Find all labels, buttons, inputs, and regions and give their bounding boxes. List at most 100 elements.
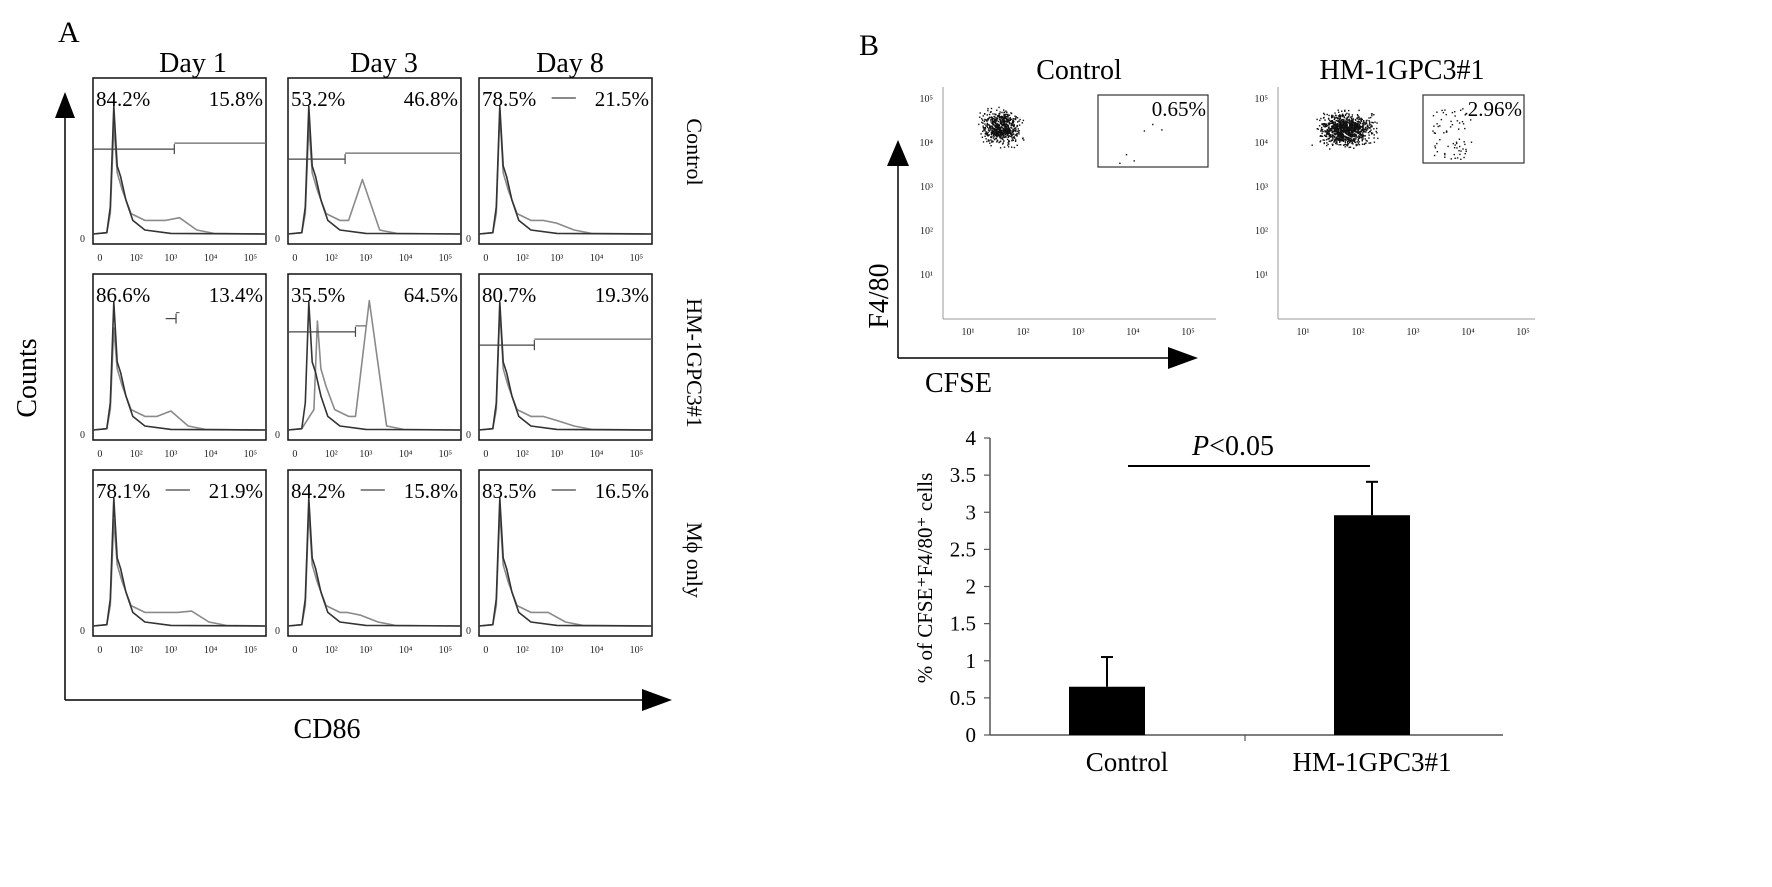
scatter-gate-dot	[1465, 150, 1467, 153]
scatter-event-dot	[996, 139, 999, 141]
scatter-event-dot	[1333, 118, 1335, 121]
scatter-event-dot	[1012, 131, 1014, 133]
scatter-event-dot	[1336, 123, 1338, 125]
scatter-event-dot	[1358, 124, 1360, 127]
histogram-cell-r0-c2: 78.5% 21.5% 0 0 10² 10³ 10⁴ 10⁵	[466, 77, 653, 264]
scatter-event-dot	[1017, 121, 1019, 123]
histogram-grid: 84.2% 15.8% 0 0 10² 10³ 10⁴ 10⁵ 53.2% 46.8% 0 0 10² 1…	[80, 77, 653, 656]
scatter-event-dot	[1328, 124, 1330, 126]
scatter-event-dot	[1328, 114, 1330, 117]
x-tick-label: 10⁴	[204, 645, 218, 656]
scatter-gate-dot	[1152, 123, 1154, 126]
scatter-event-dot	[1338, 136, 1340, 138]
scatter-event-dot	[1005, 121, 1007, 123]
scatter-event-dot	[988, 117, 990, 119]
scatter-event-dot	[987, 108, 989, 110]
scatter-event-dot	[991, 121, 994, 123]
scatter-event-dot	[1017, 130, 1019, 132]
scatter-event-dot	[1333, 116, 1335, 118]
scatter-y-tick: 10¹	[920, 270, 933, 281]
x-tick-label: 10²	[325, 253, 338, 264]
scatter-event-dot	[1326, 144, 1328, 147]
scatter-event-dot	[1337, 125, 1339, 128]
scatter-event-dot	[1353, 147, 1355, 149]
scatter-event-dot	[1355, 128, 1357, 130]
x-tick-label: 10²	[516, 645, 529, 656]
scatter-event-dot	[1361, 129, 1364, 132]
scatter-event-dot	[1333, 127, 1335, 129]
scatter-event-dot	[1343, 126, 1346, 128]
scatter-event-dot	[1005, 136, 1007, 138]
scatter-event-dot	[1336, 140, 1338, 142]
scatter-event-dot	[1348, 109, 1350, 112]
scatter-event-dot	[1352, 129, 1355, 132]
scatter-event-dot	[1323, 125, 1325, 128]
scatter-event-dot	[1353, 124, 1356, 126]
scatter-gate-dot	[1464, 143, 1466, 146]
histogram-cell-r0-c0: 84.2% 15.8% 0 0 10² 10³ 10⁴ 10⁵	[80, 77, 267, 264]
scatter-event-dot	[1353, 128, 1355, 130]
scatter-event-dot	[1345, 129, 1348, 131]
scatter-event-dot	[1008, 135, 1011, 137]
scatter-gate-dot	[1454, 115, 1456, 117]
scatter-event-dot	[1373, 128, 1375, 130]
scatter-plot-0: 0.65% 10⁵ 10⁴ 10³ 10² 10¹ 10¹ 10² 10³ 10⁴ 10⁵	[920, 87, 1216, 338]
scatter-event-dot	[1354, 126, 1357, 128]
scatter-event-dot	[1018, 131, 1020, 134]
scatter-event-dot	[1343, 120, 1345, 122]
scatter-event-dot	[1362, 132, 1364, 134]
scatter-event-dot	[1013, 146, 1016, 149]
scatter-event-dot	[1015, 117, 1017, 119]
scatter-event-dot	[1352, 135, 1354, 137]
scatter-event-dot	[984, 130, 986, 132]
scatter-event-dot	[1362, 138, 1364, 140]
scatter-event-dot	[1320, 128, 1323, 130]
scatter-gate-dot	[1439, 125, 1441, 127]
scatter-event-dot	[1371, 125, 1373, 127]
scatter-event-dot	[1332, 144, 1334, 146]
scatter-event-dot	[1358, 128, 1360, 130]
scatter-event-dot	[1357, 142, 1360, 144]
scatter-event-dot	[1363, 128, 1365, 130]
scatter-event-dot	[1002, 118, 1004, 120]
scatter-event-dot	[1327, 132, 1329, 135]
scatter-gate-dot	[1437, 125, 1439, 128]
scatter-event-dot	[1010, 135, 1012, 138]
scatter-event-dot	[1326, 125, 1328, 127]
scatter-event-dot	[1007, 129, 1010, 131]
scatter-gate-dot	[1440, 118, 1443, 121]
x-tick-label: 10³	[359, 253, 372, 264]
scatter-event-dot	[1343, 139, 1345, 141]
scatter-event-dot	[1337, 139, 1339, 141]
scatter-event-dot	[992, 141, 994, 143]
scatter-event-dot	[1358, 137, 1361, 139]
scatter-event-dot	[1342, 114, 1344, 117]
scatter-event-dot	[1362, 134, 1364, 136]
scatter-event-dot	[1343, 144, 1346, 146]
scatter-event-dot	[1334, 112, 1336, 114]
scatter-event-dot	[1370, 124, 1372, 126]
histogram-frame	[478, 77, 653, 245]
scatter-event-dot	[1342, 130, 1344, 133]
scatter-title-hm1gpc3: HM-1GPC3#1	[1320, 55, 1485, 86]
scatter-event-dot	[1001, 143, 1004, 145]
scatter-event-dot	[1335, 130, 1337, 132]
scatter-event-dot	[1351, 142, 1353, 145]
scatter-event-dot	[1359, 136, 1362, 138]
scatter-event-dot	[986, 114, 988, 116]
scatter-event-dot	[997, 126, 1000, 128]
scatter-event-dot	[1319, 135, 1321, 137]
panel-b-letter: B	[859, 29, 879, 62]
scatter-event-dot	[1356, 123, 1358, 125]
scatter-event-dot	[1336, 131, 1339, 133]
scatter-event-dot	[1339, 141, 1341, 143]
scatter-event-dot	[1348, 137, 1351, 139]
panel-b: B F4/80 CFSE Control HM-1GPC3#1 0.65% 10⁵…	[859, 29, 1535, 777]
scatter-event-dot	[1350, 129, 1352, 131]
scatter-event-dot	[988, 140, 990, 142]
scatter-gate-dot	[1455, 141, 1458, 143]
gate-left-percent: 84.2%	[96, 87, 150, 111]
scatter-event-dot	[1355, 144, 1357, 147]
scatter-event-dot	[1321, 132, 1323, 135]
scatter-event-dot	[1355, 136, 1357, 138]
